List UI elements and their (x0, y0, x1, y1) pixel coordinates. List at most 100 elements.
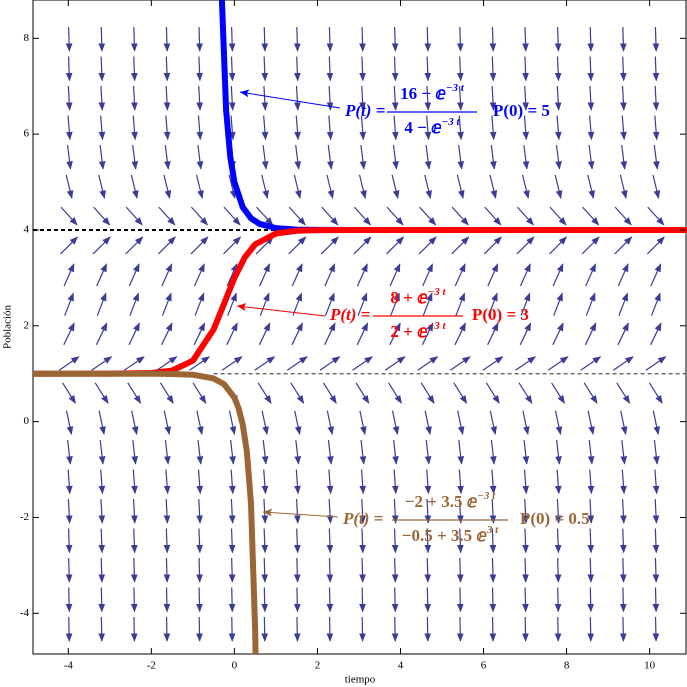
x-tick-label: 4 (398, 660, 404, 672)
field-arrow (359, 557, 366, 583)
field-arrow (228, 498, 236, 524)
field-arrow (196, 440, 204, 465)
field-arrow (614, 206, 632, 226)
field-arrow (359, 85, 366, 111)
field-arrow (587, 557, 595, 583)
field-arrow (163, 528, 171, 554)
field-arrow (291, 263, 303, 287)
field-arrow (490, 145, 497, 170)
field-arrow (359, 26, 366, 52)
field-arrow (587, 410, 595, 436)
x-tick-label: 0 (232, 660, 238, 672)
field-arrow (522, 115, 530, 141)
y-axis-label: Población (2, 305, 14, 349)
field-arrow (454, 322, 466, 346)
field-arrow (487, 263, 499, 287)
field-arrow (261, 26, 269, 52)
field-arrow (587, 56, 595, 82)
field-arrow (457, 85, 464, 111)
field-arrow (353, 236, 372, 255)
field-arrow (65, 26, 73, 52)
field-arrow (359, 528, 366, 554)
field-arrow (391, 115, 399, 141)
field-arrow (294, 498, 301, 524)
field-arrow (553, 292, 563, 316)
field-arrow (352, 356, 373, 371)
field-arrow (324, 322, 336, 346)
field-arrow (156, 356, 178, 371)
field-arrow (256, 206, 274, 226)
field-arrow (326, 56, 334, 82)
field-arrow (65, 410, 74, 436)
field-arrow (98, 440, 106, 465)
field-arrow (131, 56, 138, 82)
field-arrow (158, 206, 176, 226)
field-arrow (650, 292, 661, 316)
field-arrow (65, 115, 73, 141)
field-arrow (516, 236, 535, 255)
field-arrow (620, 498, 627, 524)
field-arrow (554, 528, 562, 554)
field-arrow (65, 528, 73, 554)
field-arrow (587, 528, 595, 554)
field-arrow (226, 263, 238, 287)
field-arrow (554, 410, 563, 436)
field-arrow (650, 322, 662, 346)
field-arrow (261, 56, 269, 82)
field-arrow (261, 528, 269, 554)
x-tick-label: 10 (644, 660, 656, 672)
field-arrow (485, 382, 500, 404)
field-arrow (163, 410, 172, 436)
field-arrow (293, 26, 301, 52)
field-arrow (456, 587, 464, 613)
field-arrow (131, 440, 139, 465)
field-arrow (229, 440, 236, 465)
x-axis-label: tiempo (345, 674, 376, 686)
field-arrow (196, 85, 203, 111)
field-arrow (583, 382, 598, 404)
field-arrow (489, 174, 498, 199)
field-arrow (98, 587, 106, 613)
field-arrow (424, 145, 432, 170)
field-arrow (424, 115, 432, 141)
annotation-segment: 3 t (486, 524, 499, 536)
field-arrow (65, 174, 74, 199)
field-arrow (582, 206, 600, 226)
field-arrow (261, 410, 269, 436)
annotation-den: −0.5 + 3.5 ⅇ3 t (402, 524, 499, 545)
field-arrow (554, 85, 562, 111)
field-arrow (487, 322, 499, 346)
field-arrow (190, 236, 209, 255)
field-arrow (98, 85, 106, 111)
field-arrow (164, 145, 171, 170)
field-arrow (326, 26, 334, 52)
annotation-num: −2 + 3.5 ⅇ−3 t (405, 490, 496, 511)
field-arrow (391, 469, 399, 495)
field-arrow (98, 557, 106, 583)
field-arrow (522, 469, 530, 495)
field-arrow (96, 263, 108, 287)
field-arrow (554, 174, 563, 199)
field-arrow (554, 469, 562, 495)
x-tick-label: 2 (315, 660, 321, 672)
field-arrow (58, 356, 80, 371)
field-arrow (60, 236, 79, 255)
field-arrow (228, 174, 237, 199)
field-arrow (356, 322, 369, 346)
field-arrow (612, 356, 634, 371)
field-arrow (261, 145, 269, 170)
field-arrow (65, 469, 73, 495)
field-arrow (457, 56, 464, 82)
field-arrow (424, 410, 432, 436)
field-arrow (419, 206, 437, 226)
field-arrow (652, 174, 661, 199)
field-arrow (619, 174, 628, 199)
field-arrow (652, 115, 660, 141)
field-arrow (261, 557, 269, 583)
field-arrow (392, 145, 399, 170)
field-arrow (555, 145, 562, 170)
field-arrow (196, 26, 203, 52)
field-arrow (547, 356, 569, 371)
field-arrow (326, 528, 334, 554)
field-arrow (161, 322, 173, 346)
